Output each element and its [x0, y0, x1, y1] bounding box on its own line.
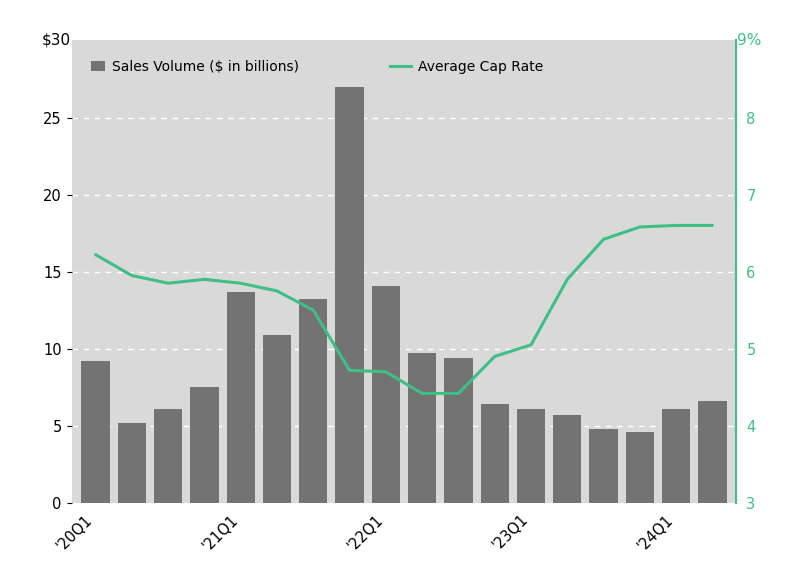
- Bar: [82, 361, 110, 503]
- Bar: [154, 409, 182, 503]
- Bar: [517, 409, 545, 503]
- Text: 9%: 9%: [737, 33, 761, 48]
- Bar: [299, 299, 327, 503]
- Bar: [553, 415, 582, 503]
- Bar: [626, 432, 654, 503]
- Bar: [408, 353, 436, 503]
- Bar: [444, 358, 473, 503]
- Bar: [118, 423, 146, 503]
- Bar: [226, 292, 255, 503]
- Legend: Average Cap Rate: Average Cap Rate: [384, 54, 549, 79]
- Bar: [481, 404, 509, 503]
- Bar: [662, 409, 690, 503]
- Bar: [190, 387, 218, 503]
- Bar: [372, 286, 400, 503]
- Bar: [698, 401, 726, 503]
- Text: $30: $30: [42, 33, 71, 48]
- Bar: [590, 429, 618, 503]
- Bar: [335, 87, 364, 503]
- Bar: [263, 335, 291, 503]
